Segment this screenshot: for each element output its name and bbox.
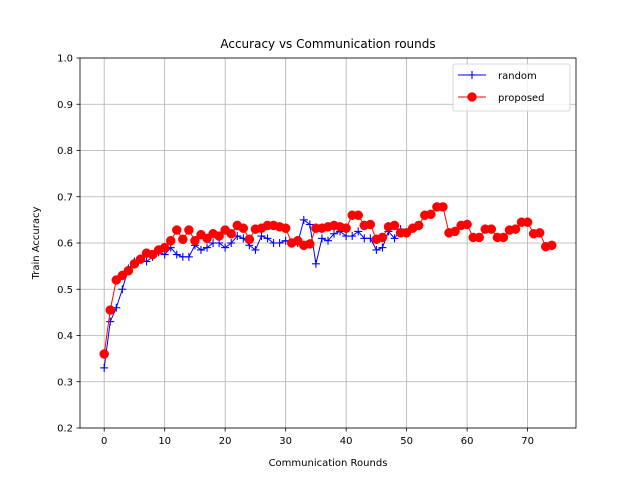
data-point-proposed: [280, 223, 291, 233]
data-point-proposed: [389, 220, 400, 231]
data-point-proposed: [522, 217, 533, 227]
data-point-random: [372, 245, 381, 254]
series-proposed: [99, 202, 557, 359]
data-point-proposed: [165, 235, 176, 246]
data-point-proposed: [135, 254, 146, 264]
data-point-proposed: [238, 223, 249, 233]
data-point-proposed: [438, 202, 448, 212]
data-point-proposed: [105, 305, 115, 315]
y-tick-label: 1.0: [57, 54, 73, 65]
data-point-random: [305, 220, 314, 229]
data-point-proposed: [474, 232, 484, 243]
ticks: 0 10 20 30 40 50 60 70 0.2 0.3 0.4 0.5 0.6 0.7 0.8 0.9 1…: [57, 54, 534, 448]
legend-box: [452, 63, 571, 112]
x-tick-label: 40: [340, 436, 353, 447]
x-tick-label: 50: [400, 436, 413, 447]
y-tick-label: 0.5: [57, 285, 73, 296]
chart-title: Accuracy vs Communication rounds: [220, 37, 435, 51]
legend-entry-proposed: proposed: [458, 92, 545, 104]
data-point-random: [100, 363, 109, 372]
legend-entry-random: random: [458, 71, 537, 82]
data-point-proposed: [353, 210, 363, 220]
data-point-random: [227, 239, 236, 247]
data-point-proposed: [486, 224, 497, 234]
x-tick-label: 70: [521, 436, 534, 447]
data-point-proposed: [498, 232, 509, 243]
data-point-proposed: [462, 219, 472, 230]
data-point-random: [311, 259, 320, 268]
y-tick-label: 0.2: [57, 424, 73, 435]
data-point-random: [196, 245, 205, 254]
data-point-random: [221, 243, 230, 252]
data-point-random: [330, 229, 339, 238]
legend-marker: [468, 71, 476, 79]
data-point-random: [275, 239, 284, 247]
data-point-random: [118, 285, 127, 294]
legend-label: random: [498, 71, 537, 82]
y-tick-label: 0.8: [57, 146, 73, 157]
data-point-proposed: [510, 224, 521, 234]
y-tick-label: 0.6: [57, 239, 73, 250]
data-point-proposed: [341, 223, 351, 233]
data-point-proposed: [172, 225, 182, 235]
y-tick-label: 0.7: [57, 192, 73, 203]
data-point-random: [299, 215, 308, 224]
x-tick-label: 60: [461, 436, 474, 447]
data-point-proposed: [244, 234, 255, 245]
legend: random proposed: [452, 63, 571, 112]
data-point-proposed: [450, 226, 460, 237]
data-point-random: [317, 234, 326, 243]
data-point-random: [324, 236, 332, 245]
data-point-proposed: [190, 235, 200, 246]
series-layer: [99, 202, 557, 372]
data-point-random: [378, 243, 387, 252]
data-point-proposed: [214, 231, 224, 241]
data-point-proposed: [178, 234, 188, 245]
data-point-proposed: [365, 219, 376, 230]
data-point-proposed: [226, 229, 236, 239]
x-tick-label: 0: [101, 436, 107, 447]
data-point-random: [184, 252, 193, 261]
data-point-random: [263, 234, 272, 243]
y-axis-label: Train Accuracy: [31, 207, 42, 281]
data-point-proposed: [99, 349, 109, 359]
legend-marker: [467, 92, 477, 102]
x-tick-label: 10: [158, 436, 171, 447]
data-point-random: [172, 250, 181, 259]
data-point-random: [106, 317, 115, 326]
data-point-proposed: [426, 209, 436, 220]
y-tick-label: 0.4: [57, 331, 73, 342]
data-point-proposed: [534, 228, 545, 238]
x-tick-label: 20: [219, 436, 232, 447]
data-point-proposed: [377, 232, 388, 243]
data-point-random: [354, 227, 363, 236]
legend-label: proposed: [498, 93, 545, 104]
data-point-random: [203, 243, 212, 252]
data-point-proposed: [159, 242, 170, 253]
y-tick-label: 0.9: [57, 100, 73, 111]
data-point-random: [348, 232, 357, 241]
data-point-random: [390, 234, 399, 243]
x-tick-label: 30: [279, 436, 292, 447]
y-tick-label: 0.3: [57, 377, 73, 388]
x-axis-label: Communication Rounds: [269, 458, 388, 469]
data-point-random: [251, 245, 260, 254]
data-point-proposed: [123, 266, 134, 276]
data-point-proposed: [305, 239, 315, 249]
data-point-proposed: [184, 225, 194, 235]
data-point-proposed: [547, 240, 557, 251]
data-point-random: [257, 232, 266, 241]
data-point-proposed: [413, 220, 424, 231]
